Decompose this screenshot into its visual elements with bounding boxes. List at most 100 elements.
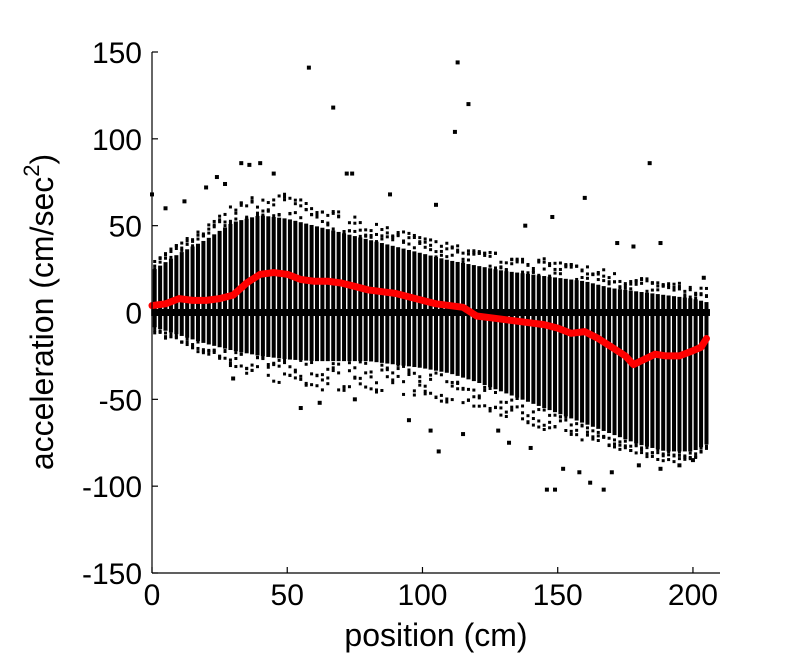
- scatter-point: [299, 204, 303, 208]
- scatter-point: [623, 282, 627, 286]
- scatter-point: [466, 398, 470, 402]
- plot-area: [148, 60, 710, 492]
- scatter-point: [331, 211, 335, 215]
- scatter-point: [185, 340, 189, 344]
- scatter-point: [196, 230, 200, 234]
- scatter-point: [310, 383, 314, 387]
- scatter-point: [634, 280, 638, 284]
- scatter-point: [515, 405, 519, 409]
- scatter-point-outlier: [582, 195, 587, 200]
- scatter-point: [283, 358, 287, 362]
- scatter-point: [342, 230, 346, 234]
- scatter-point: [672, 453, 676, 457]
- scatter-point: [585, 426, 589, 430]
- scatter-point: [304, 362, 308, 366]
- scatter-column: [401, 248, 406, 366]
- scatter-point: [277, 364, 281, 368]
- scatter-column: [666, 295, 671, 452]
- scatter-column: [185, 249, 190, 338]
- scatter-point: [683, 293, 687, 297]
- scatter-point-outlier: [701, 275, 706, 280]
- scatter-zero-mark: [291, 309, 299, 316]
- scatter-point: [456, 387, 460, 391]
- scatter-column: [558, 278, 563, 415]
- scatter-point: [412, 233, 416, 237]
- scatter-point: [537, 408, 541, 412]
- scatter-zero-mark: [156, 309, 164, 316]
- scatter-point: [391, 378, 395, 382]
- scatter-point: [531, 270, 535, 274]
- scatter-point: [683, 295, 687, 299]
- scatter-column: [536, 275, 541, 406]
- scatter-column: [298, 222, 303, 361]
- scatter-point: [580, 438, 584, 442]
- scatter-column: [661, 294, 666, 451]
- scatter-points-dense: [151, 192, 710, 464]
- scatter-column: [277, 217, 282, 359]
- scatter-point: [315, 384, 319, 388]
- scatter-column: [374, 241, 379, 363]
- scatter-point: [483, 404, 487, 408]
- scatter-point: [380, 234, 384, 238]
- scatter-zero-mark: [702, 309, 710, 316]
- scatter-point: [391, 371, 395, 375]
- scatter-point: [569, 429, 573, 433]
- scatter-point: [542, 423, 546, 427]
- scatter-point: [423, 389, 427, 393]
- scatter-point: [164, 256, 168, 260]
- scatter-point: [272, 214, 276, 218]
- scatter-point: [402, 392, 406, 396]
- scatter-point: [613, 445, 617, 449]
- scatter-point: [358, 221, 362, 225]
- scatter-point-outlier: [223, 181, 228, 186]
- scatter-point: [293, 198, 297, 202]
- scatter-point: [623, 286, 627, 290]
- scatter-point: [591, 273, 595, 277]
- scatter-point: [358, 228, 362, 232]
- x-tick-label: 200: [668, 579, 718, 612]
- scatter-point: [499, 266, 503, 270]
- scatter-point: [358, 360, 362, 364]
- scatter-point: [623, 439, 627, 443]
- scatter-point: [223, 224, 227, 228]
- scatter-point: [342, 388, 346, 392]
- scatter-point-outlier: [466, 102, 471, 107]
- scatter-point: [661, 459, 665, 463]
- scatter-point: [456, 381, 460, 385]
- scatter-point-outlier: [561, 466, 566, 471]
- scatter-column: [228, 223, 233, 351]
- scatter-point-outlier: [436, 449, 441, 454]
- scatter-zero-mark: [232, 309, 240, 316]
- scatter-zero-mark: [437, 309, 445, 316]
- scatter-column: [450, 260, 455, 375]
- scatter-point: [521, 417, 525, 421]
- scatter-column: [363, 238, 368, 362]
- scatter-column: [607, 287, 612, 434]
- scatter-point: [645, 289, 649, 293]
- scatter-column: [325, 229, 330, 362]
- scatter-point: [521, 404, 525, 408]
- scatter-zero-mark: [367, 309, 375, 316]
- scatter-point: [212, 350, 216, 354]
- scatter-point: [223, 356, 227, 360]
- scatter-point: [521, 411, 525, 415]
- scatter-point: [337, 215, 341, 219]
- scatter-point: [391, 238, 395, 242]
- scatter-point: [261, 209, 265, 213]
- scatter-point: [337, 210, 341, 214]
- scatter-point: [353, 215, 357, 219]
- scatter-point: [499, 400, 503, 404]
- scatter-point: [288, 373, 292, 377]
- scatter-point: [439, 393, 443, 397]
- scatter-point: [353, 229, 357, 233]
- scatter-point: [450, 253, 454, 257]
- scatter-point: [445, 247, 449, 251]
- scatter-point-outlier: [388, 192, 393, 197]
- scatter-point: [694, 291, 698, 295]
- scatter-point: [385, 375, 389, 379]
- scatter-zero-mark: [243, 309, 251, 316]
- scatter-point: [704, 286, 708, 290]
- scatter-point: [575, 433, 579, 437]
- scatter-point: [629, 449, 633, 453]
- scatter-zero-mark: [556, 309, 564, 316]
